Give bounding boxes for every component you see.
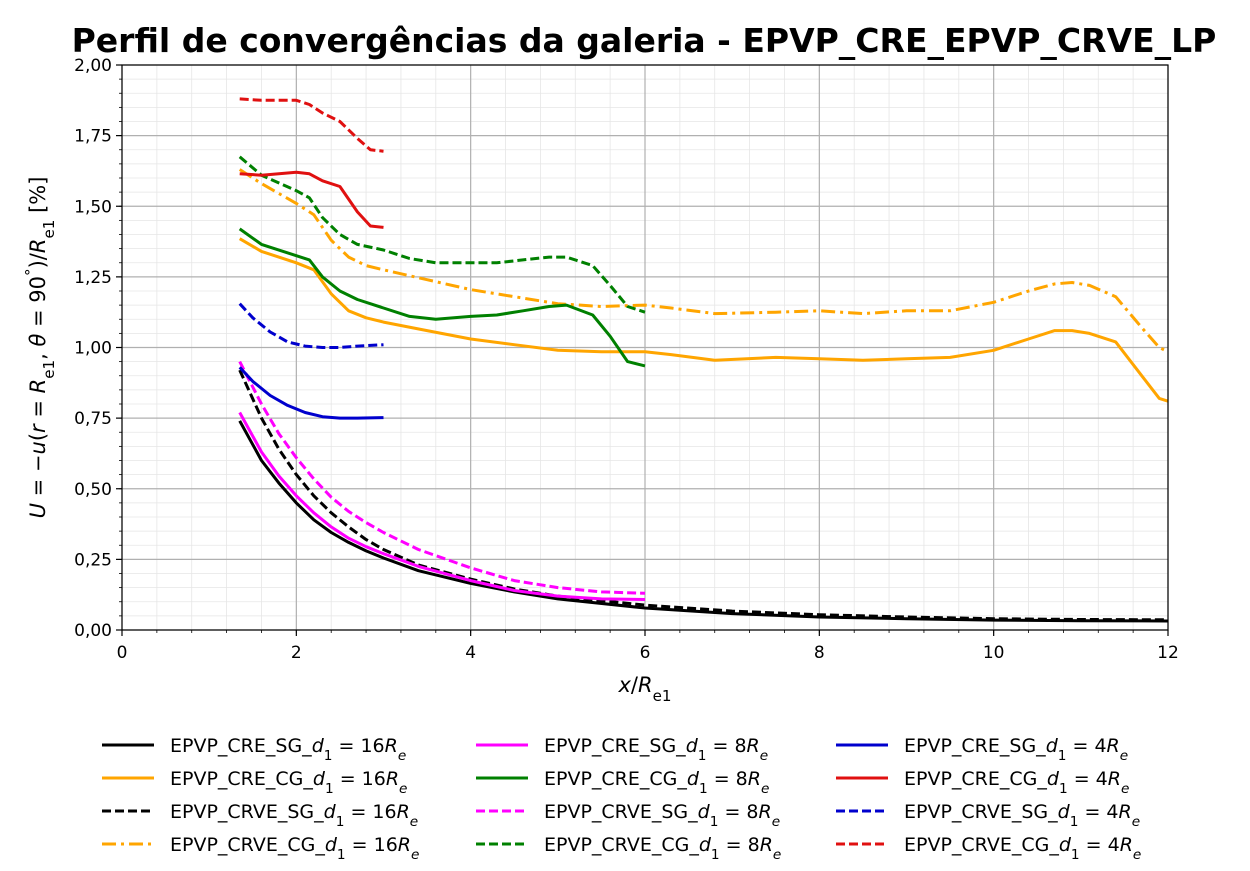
series-line-12 [239,97,384,153]
legend-label: EPVP_CRE_SG_d1 = 16Re [170,735,406,764]
legend-label: EPVP_CRVE_CG_d1 = 16Re [170,834,419,863]
legend-label: EPVP_CRE_SG_d1 = 8Re [544,735,768,764]
legend-label: EPVP_CRVE_SG_d1 = 4Re [904,801,1140,830]
axes [116,64,1169,636]
x-axis-label-text: x/Re1 [617,673,671,705]
y-tick-label: 2,00 [74,56,112,76]
series-line-5 [238,411,646,601]
series-line-9 [238,366,384,420]
series-line-11 [238,302,384,349]
series-line-6 [238,227,646,368]
legend: EPVP_CRE_SG_d1 = 16Re EPVP_CRE_CG_d1 = 16… [102,735,1141,863]
y-tick-label: 1,50 [74,197,112,217]
y-tick-label: 1,00 [74,339,112,359]
series-line-2 [238,237,1169,403]
y-tick-label: 0,00 [74,621,112,641]
y-tick-label: 0,25 [74,550,112,570]
chart-title: Perfil de convergências da galeria - EPV… [72,21,1217,60]
legend-label: EPVP_CRVE_CG_d1 = 4Re [904,834,1141,863]
series-line-7 [238,360,646,595]
y-axis-label-text: U = −u(r = Re1, θ = 90°)/Re1 [%] [22,177,58,519]
legend-label: EPVP_CRVE_CG_d1 = 8Re [544,834,781,863]
grid [121,64,1169,631]
legend-label: EPVP_CRE_SG_d1 = 4Re [904,735,1128,764]
y-tick-label: 0,50 [74,480,112,500]
y-tick-label: 1,75 [74,127,112,147]
legend-label: EPVP_CRE_CG_d1 = 16Re [170,768,407,797]
x-tick-label: 12 [1157,643,1179,663]
legend-label: EPVP_CRE_CG_d1 = 8Re [544,768,769,797]
x-tick-label: 2 [291,643,302,663]
series-line-8 [238,155,646,314]
x-tick-label: 4 [465,643,476,663]
legend-label: EPVP_CRVE_SG_d1 = 8Re [544,801,780,830]
series-line-4 [238,168,1169,354]
x-tick-label: 0 [117,643,128,663]
series-group [238,97,1169,623]
tick-labels: 0 2 4 6 8 10 12 0,00 0,25 0,50 0,75 1,00 1,25 1,50 1,7… [74,56,1179,663]
legend-label: EPVP_CRE_CG_d1 = 4Re [904,768,1129,797]
x-tick-label: 8 [814,643,825,663]
series-line-1 [238,420,1169,623]
x-tick-label: 6 [640,643,651,663]
y-axis-label: U = −u(r = Re1, θ = 90°)/Re1 [%] [22,177,58,519]
legend-label: EPVP_CRVE_SG_d1 = 16Re [170,801,418,830]
series-line-10 [239,170,384,229]
x-axis-label: x/Re1 [617,673,671,705]
y-tick-label: 0,75 [74,409,112,429]
x-tick-label: 10 [983,643,1005,663]
y-tick-label: 1,25 [74,268,112,288]
